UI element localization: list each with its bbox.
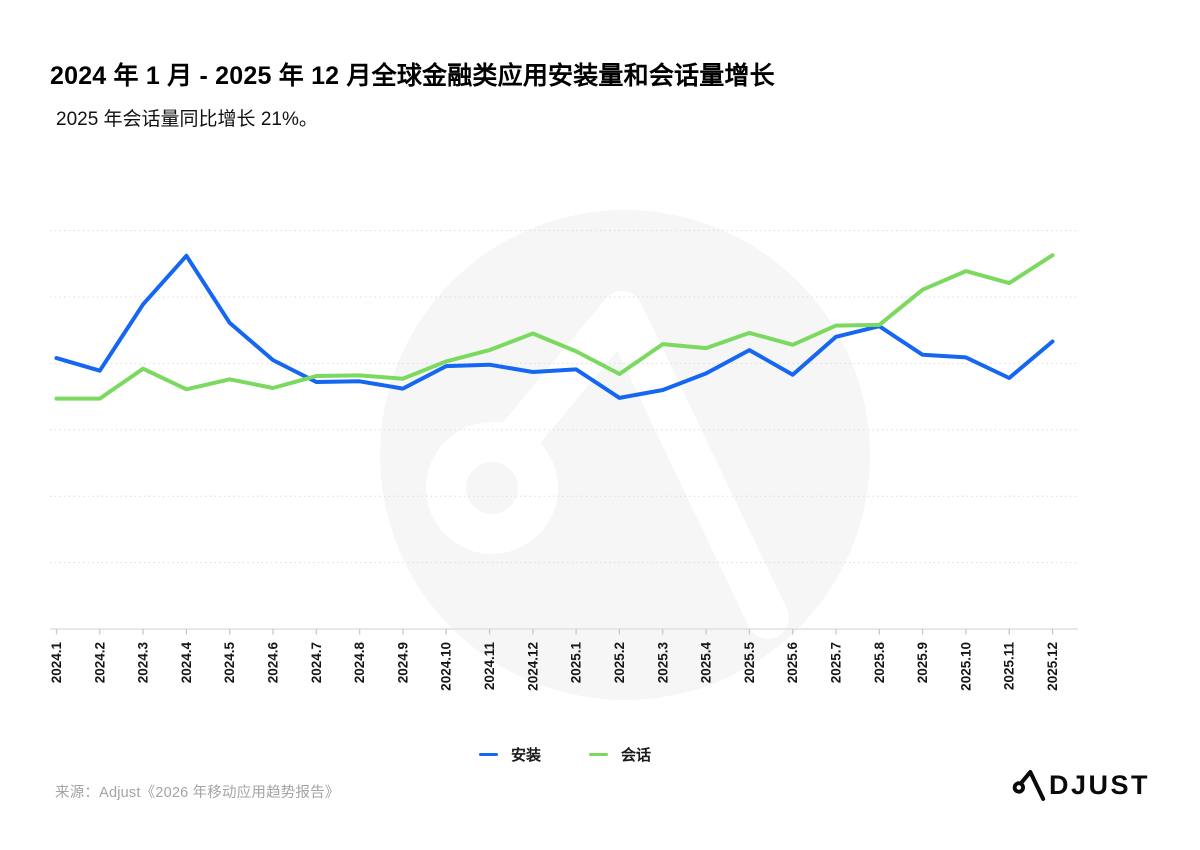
- svg-text:2025.3: 2025.3: [655, 642, 670, 684]
- adjust-logo: DJUST: [1010, 769, 1150, 801]
- svg-text:2025.8: 2025.8: [872, 642, 887, 684]
- svg-text:2025.11: 2025.11: [1002, 642, 1017, 691]
- page-title: 2024 年 1 月 - 2025 年 12 月全球金融类应用安装量和会话量增长: [50, 62, 775, 90]
- adjust-logo-a-icon: [1012, 769, 1046, 801]
- svg-text:2025.6: 2025.6: [785, 642, 800, 684]
- svg-text:2025.9: 2025.9: [915, 642, 930, 683]
- svg-text:2025.5: 2025.5: [742, 642, 757, 684]
- svg-text:2024.1: 2024.1: [49, 642, 64, 684]
- svg-text:2024.11: 2024.11: [482, 642, 497, 691]
- page-subtitle: 2025 年会话量同比增长 21%。: [56, 109, 318, 130]
- source-note: 来源：Adjust《2026 年移动应用趋势报告》: [55, 785, 340, 801]
- svg-text:2025.7: 2025.7: [828, 642, 843, 683]
- adjust-logo-text: DJUST: [1048, 769, 1150, 800]
- svg-text:2024.2: 2024.2: [92, 642, 107, 683]
- svg-text:2024.4: 2024.4: [179, 642, 194, 684]
- legend-swatch-sessions-icon: [589, 753, 608, 756]
- svg-text:2024.7: 2024.7: [309, 642, 324, 683]
- svg-text:2024.5: 2024.5: [222, 642, 237, 684]
- legend-label-sessions: 会话: [621, 747, 652, 764]
- legend-item-sessions: 会话: [589, 744, 651, 765]
- gridlines: [50, 230, 1078, 564]
- svg-text:2024.8: 2024.8: [352, 642, 367, 684]
- svg-text:2024.9: 2024.9: [395, 642, 410, 683]
- legend-swatch-installs-icon: [478, 753, 498, 756]
- legend-label-installs: 安装: [510, 747, 541, 764]
- x-axis-labels: 2024.1 2024.2 2024.3 2024.4 2024.5 2024.6 2024…: [49, 642, 1060, 691]
- svg-text:2024.6: 2024.6: [266, 642, 281, 684]
- line-installs: [54, 253, 1055, 400]
- svg-text:2025.10: 2025.10: [958, 642, 973, 691]
- svg-text:2025.12: 2025.12: [1045, 642, 1060, 691]
- svg-text:2024.10: 2024.10: [439, 642, 454, 691]
- line-sessions: [54, 253, 1055, 401]
- chart-legend: 安装 会话: [0, 744, 1130, 765]
- adjust-watermark-icon: [380, 210, 870, 700]
- legend-item-installs: 安装: [478, 744, 541, 765]
- x-axis: [50, 628, 1078, 635]
- svg-text:2025.4: 2025.4: [699, 642, 714, 684]
- svg-text:2025.1: 2025.1: [569, 642, 584, 684]
- svg-text:2024.12: 2024.12: [525, 642, 540, 691]
- svg-text:2025.2: 2025.2: [612, 642, 627, 683]
- svg-text:2024.3: 2024.3: [136, 642, 151, 684]
